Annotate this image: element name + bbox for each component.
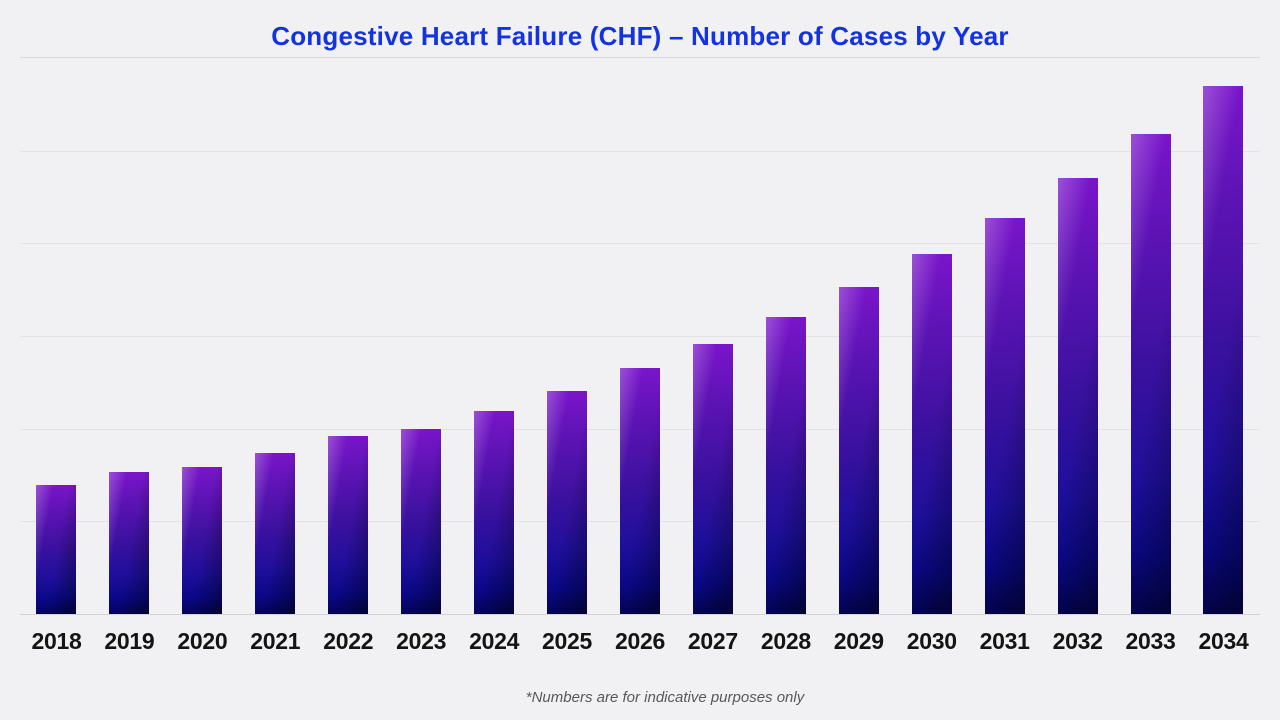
x-label-cell-2021: 2021 [239,628,312,655]
x-tick-label: 2033 [1125,628,1176,654]
x-label-cell-2034: 2034 [1187,628,1260,655]
bar-cell-2031 [968,58,1041,614]
bar-cell-2029 [822,58,895,614]
bar-cell-2022 [312,58,385,614]
bar-2029 [838,286,879,614]
x-label-cell-2033: 2033 [1114,628,1187,655]
bar-2019 [109,472,150,614]
x-tick-label: 2034 [1198,628,1249,654]
bar-2032 [1057,178,1098,614]
bar-2025 [547,390,588,614]
x-tick-label: 2031 [979,628,1030,654]
bar-cell-2030 [895,58,968,614]
bar-2028 [765,317,806,614]
x-tick-label: 2020 [177,628,228,654]
bar-2030 [911,254,952,614]
gridline [20,150,1260,152]
bar-cell-2027 [676,58,749,614]
bar-2024 [474,411,515,614]
bar-cell-2020 [166,58,239,614]
plot-area [20,57,1260,615]
bar-2020 [182,466,223,614]
bar-cell-2019 [93,58,166,614]
x-label-cell-2031: 2031 [968,628,1041,655]
x-tick-label: 2019 [104,628,155,654]
x-label-cell-2029: 2029 [822,628,895,655]
x-label-cell-2025: 2025 [531,628,604,655]
footnote: *Numbers are for indicative purposes onl… [525,689,805,706]
x-tick-label: 2028 [760,628,811,654]
bar-2018 [36,485,77,614]
x-axis-labels: 2018 2019 2020 2021 2022 2023 2024 2025 2026 2027… [20,628,1260,655]
bar-2022 [328,436,369,614]
x-label-cell-2024: 2024 [458,628,531,655]
bar-2031 [984,218,1025,614]
x-tick-label: 2021 [250,628,301,654]
bar-cell-2028 [749,58,822,614]
x-label-cell-2032: 2032 [1041,628,1114,655]
bar-2033 [1130,134,1171,614]
bar-2027 [692,344,733,614]
bars-row [20,58,1260,614]
x-tick-label: 2023 [396,628,447,654]
bar-cell-2018 [20,58,93,614]
bar-cell-2026 [604,58,677,614]
x-tick-label: 2032 [1052,628,1103,654]
x-tick-label: 2026 [614,628,665,654]
x-label-cell-2020: 2020 [166,628,239,655]
bar-2023 [401,428,442,614]
x-tick-label: 2027 [687,628,738,654]
bar-2026 [619,368,660,614]
x-label-cell-2030: 2030 [895,628,968,655]
x-tick-label: 2022 [323,628,374,654]
bar-2034 [1203,85,1244,614]
bar-2021 [255,452,296,614]
x-tick-label: 2018 [31,628,82,654]
bar-cell-2023 [385,58,458,614]
x-label-cell-2027: 2027 [676,628,749,655]
x-tick-label: 2024 [469,628,520,654]
bar-cell-2025 [531,58,604,614]
x-label-cell-2023: 2023 [385,628,458,655]
x-label-cell-2019: 2019 [93,628,166,655]
x-label-cell-2018: 2018 [20,628,93,655]
x-label-cell-2028: 2028 [749,628,822,655]
x-tick-label: 2025 [542,628,593,654]
gridline [20,336,1260,337]
bar-cell-2034 [1187,58,1260,614]
x-label-cell-2026: 2026 [604,628,677,655]
x-tick-label: 2029 [833,628,884,654]
x-tick-label: 2030 [906,628,957,654]
bar-cell-2024 [458,58,531,614]
chart-title: Congestive Heart Failure (CHF) – Number … [271,21,1009,51]
gridline [20,243,1260,245]
bar-cell-2033 [1114,58,1187,614]
x-label-cell-2022: 2022 [312,628,385,655]
bar-cell-2032 [1041,58,1114,614]
bar-cell-2021 [239,58,312,614]
